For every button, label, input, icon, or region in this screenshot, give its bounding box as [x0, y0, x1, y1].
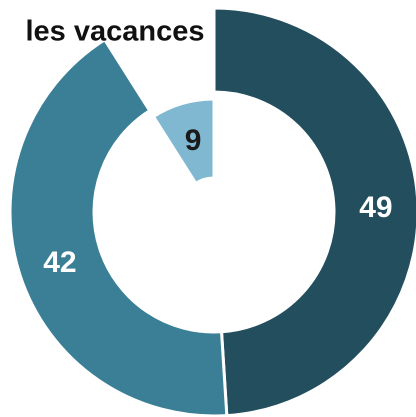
donut-segment	[212, 6, 416, 417]
chart-title: les vacances	[26, 16, 205, 48]
data-label: 9	[185, 124, 202, 157]
data-label: 42	[43, 246, 76, 279]
donut-segment	[8, 37, 229, 417]
donut-segment	[151, 97, 216, 186]
data-label: 49	[359, 191, 392, 224]
